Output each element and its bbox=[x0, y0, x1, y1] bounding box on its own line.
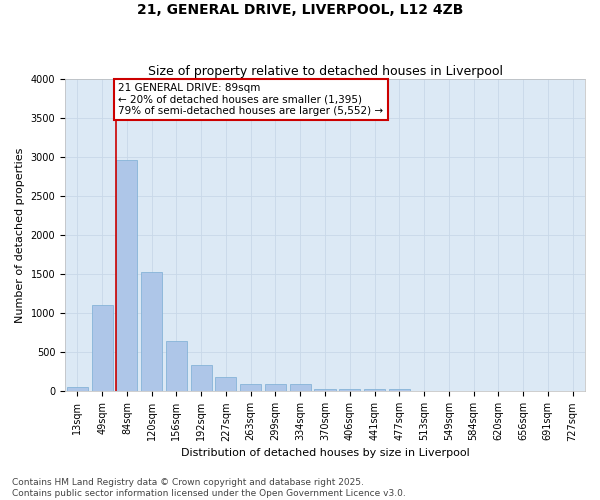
Bar bbox=[141, 272, 162, 392]
Bar bbox=[215, 376, 236, 392]
Y-axis label: Number of detached properties: Number of detached properties bbox=[15, 148, 25, 323]
Text: Contains HM Land Registry data © Crown copyright and database right 2025.
Contai: Contains HM Land Registry data © Crown c… bbox=[12, 478, 406, 498]
Bar bbox=[240, 384, 261, 392]
Bar bbox=[191, 365, 212, 392]
Title: Size of property relative to detached houses in Liverpool: Size of property relative to detached ho… bbox=[148, 65, 503, 78]
Bar bbox=[364, 390, 385, 392]
Bar bbox=[116, 160, 137, 392]
Bar bbox=[67, 387, 88, 392]
Text: 21, GENERAL DRIVE, LIVERPOOL, L12 4ZB: 21, GENERAL DRIVE, LIVERPOOL, L12 4ZB bbox=[137, 2, 463, 16]
Bar bbox=[389, 389, 410, 392]
X-axis label: Distribution of detached houses by size in Liverpool: Distribution of detached houses by size … bbox=[181, 448, 469, 458]
Bar bbox=[92, 304, 113, 392]
Bar bbox=[265, 384, 286, 392]
Text: 21 GENERAL DRIVE: 89sqm
← 20% of detached houses are smaller (1,395)
79% of semi: 21 GENERAL DRIVE: 89sqm ← 20% of detache… bbox=[118, 83, 383, 116]
Bar bbox=[166, 340, 187, 392]
Bar bbox=[339, 390, 360, 392]
Bar bbox=[290, 384, 311, 392]
Bar bbox=[314, 388, 335, 392]
